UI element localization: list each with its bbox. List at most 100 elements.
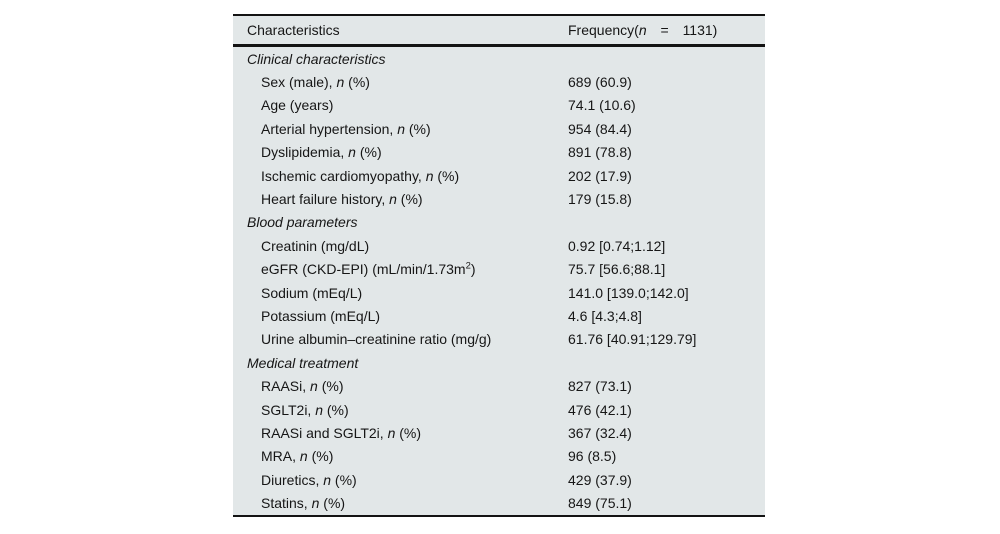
- table-row: Ischemic cardiomyopathy, n (%) 202 (17.9…: [233, 164, 765, 187]
- label-n: n: [315, 401, 323, 418]
- label-text: Medical treatment: [247, 354, 359, 371]
- row-label: Age (years): [233, 98, 568, 112]
- row-value: 96 (8.5): [568, 448, 617, 465]
- row-label: MRA, n (%): [233, 449, 568, 463]
- label-tail: (%): [396, 191, 423, 208]
- table-row: Statins, n (%) 849 (75.1): [233, 491, 765, 514]
- row-value: 0.92 [0.74;1.12]: [568, 237, 666, 254]
- label-tail: (%): [433, 167, 460, 184]
- label-n: n: [323, 471, 332, 488]
- label-tail: (%): [355, 144, 382, 161]
- row-value: 141.0 [139.0;142.0]: [568, 284, 689, 301]
- row-label: Heart failure history, n (%): [233, 192, 568, 206]
- label-text: RAASi,: [261, 378, 311, 395]
- characteristics-table: Characteristics Frequency(n = 1131) Clin…: [233, 14, 765, 517]
- row-label: SGLT2i, n (%): [233, 403, 568, 417]
- table-row: Heart failure history, n (%) 179 (15.8): [233, 187, 765, 210]
- row-label: Urine albumin–creatinine ratio (mg/g): [233, 332, 568, 346]
- label-text: Dyslipidemia,: [261, 144, 349, 161]
- section-row: Clinical characteristics: [233, 47, 765, 70]
- table-row: Diuretics, n (%) 429 (37.9): [233, 468, 765, 491]
- table-row: MRA, n (%) 96 (8.5): [233, 445, 765, 468]
- label-sup: 2: [465, 260, 471, 272]
- label-text: Clinical characteristics: [247, 50, 386, 67]
- table-row: Arterial hypertension, n (%) 954 (84.4): [233, 117, 765, 140]
- label-tail: (%): [404, 120, 431, 137]
- section-label: Blood parameters: [233, 215, 568, 229]
- label-text: eGFR (CKD-EPI) (mL/min/1.73m: [261, 261, 466, 278]
- label-n: n: [336, 74, 345, 91]
- table-header-row: Characteristics Frequency(n = 1131): [233, 16, 765, 47]
- label-tail: (%): [319, 495, 346, 512]
- table-row: Sodium (mEq/L) 141.0 [139.0;142.0]: [233, 281, 765, 304]
- row-value: 849 (75.1): [568, 495, 632, 512]
- row-value: 891 (78.8): [568, 144, 632, 161]
- label-tail: ): [470, 261, 476, 278]
- row-label: eGFR (CKD-EPI) (mL/min/1.73m2): [233, 260, 568, 278]
- table-row: SGLT2i, n (%) 476 (42.1): [233, 398, 765, 421]
- section-row: Blood parameters: [233, 211, 765, 234]
- row-label: Diuretics, n (%): [233, 473, 568, 487]
- label-text: Diuretics,: [261, 471, 324, 488]
- label-text: Potassium (mEq/L): [261, 307, 381, 324]
- row-label: Sex (male), n (%): [233, 75, 568, 89]
- label-n: n: [425, 167, 434, 184]
- label-n: n: [348, 144, 356, 161]
- label-tail: (%): [323, 401, 349, 418]
- label-text: Blood parameters: [247, 214, 358, 231]
- table-row: eGFR (CKD-EPI) (mL/min/1.73m2) 75.7 [56.…: [233, 258, 765, 281]
- row-value: 689 (60.9): [568, 74, 632, 91]
- header-frequency: Frequency(n = 1131): [568, 23, 765, 37]
- row-label: RAASi and SGLT2i, n (%): [233, 426, 568, 440]
- header-frequency-n: n: [638, 22, 647, 38]
- label-text: MRA,: [261, 448, 300, 465]
- label-tail: (%): [331, 471, 357, 488]
- label-text: Urine albumin–creatinine ratio (mg/g): [261, 331, 492, 348]
- label-tail: (%): [344, 74, 370, 91]
- label-tail: (%): [307, 448, 334, 465]
- header-frequency-tail: = 1131): [646, 22, 718, 38]
- row-label: RAASi, n (%): [233, 379, 568, 393]
- label-n: n: [311, 495, 320, 512]
- label-n: n: [389, 191, 397, 208]
- table-row: RAASi and SGLT2i, n (%) 367 (32.4): [233, 421, 765, 444]
- label-n: n: [299, 448, 308, 465]
- label-n: n: [310, 378, 318, 395]
- row-value: 61.76 [40.91;129.79]: [568, 331, 697, 348]
- row-value: 429 (37.9): [568, 471, 632, 488]
- row-value: 827 (73.1): [568, 378, 632, 395]
- table-row: Age (years) 74.1 (10.6): [233, 94, 765, 117]
- row-value: 954 (84.4): [568, 120, 632, 137]
- row-value: 476 (42.1): [568, 401, 632, 418]
- label-tail: (%): [395, 424, 422, 441]
- table-row: Dyslipidemia, n (%) 891 (78.8): [233, 141, 765, 164]
- row-value: 75.7 [56.6;88.1]: [568, 261, 666, 278]
- table-row: Sex (male), n (%) 689 (60.9): [233, 70, 765, 93]
- row-label: Creatinin (mg/dL): [233, 239, 568, 253]
- row-value: 179 (15.8): [568, 191, 632, 208]
- label-text: Sodium (mEq/L): [261, 284, 363, 301]
- row-label: Dyslipidemia, n (%): [233, 145, 568, 159]
- table-row: RAASi, n (%) 827 (73.1): [233, 374, 765, 397]
- section-label: Clinical characteristics: [233, 52, 568, 66]
- table-row: Creatinin (mg/dL) 0.92 [0.74;1.12]: [233, 234, 765, 257]
- section-row: Medical treatment: [233, 351, 765, 374]
- label-text: RAASi and SGLT2i,: [261, 424, 388, 441]
- row-value: 202 (17.9): [568, 167, 632, 184]
- row-value: 367 (32.4): [568, 424, 632, 441]
- table-row: Urine albumin–creatinine ratio (mg/g) 61…: [233, 328, 765, 351]
- row-label: Sodium (mEq/L): [233, 286, 568, 300]
- label-text: Age (years): [261, 97, 334, 114]
- row-label: Statins, n (%): [233, 496, 568, 510]
- row-label: Arterial hypertension, n (%): [233, 122, 568, 136]
- row-value: 74.1 (10.6): [568, 97, 636, 114]
- label-text: Ischemic cardiomyopathy,: [261, 167, 426, 184]
- row-value: 4.6 [4.3;4.8]: [568, 307, 642, 324]
- row-label: Ischemic cardiomyopathy, n (%): [233, 169, 568, 183]
- table-body: Clinical characteristics Sex (male), n (…: [233, 47, 765, 515]
- label-tail: (%): [317, 378, 344, 395]
- label-text: Heart failure history,: [261, 191, 390, 208]
- label-text: Sex (male),: [261, 74, 337, 91]
- label-text: SGLT2i,: [261, 401, 316, 418]
